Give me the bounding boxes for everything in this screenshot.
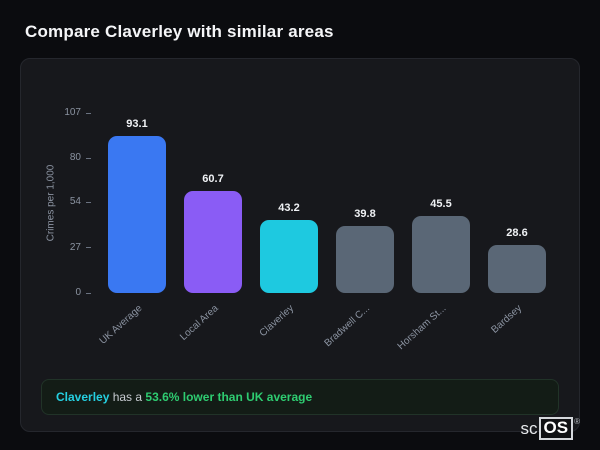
- y-axis-tick: 107: [64, 108, 91, 118]
- y-axis-tick: 27: [70, 242, 91, 253]
- bar-value-label: 39.8: [354, 208, 376, 221]
- scos-logo: sc OS ®: [521, 417, 580, 440]
- bar-value-label: 60.7: [202, 172, 224, 185]
- bar[interactable]: [488, 244, 546, 293]
- chart-card: Crimes per 1,000 107 80 54 27 0 93.1 UK Avera…: [20, 58, 580, 432]
- bar[interactable]: [260, 220, 318, 293]
- page-title: Compare Claverley with similar areas: [25, 22, 334, 41]
- bar-value-label: 43.2: [278, 202, 300, 215]
- registered-mark: ®: [574, 417, 580, 426]
- bar-column: 93.1 UK Average: [97, 113, 166, 347]
- x-axis-label: UK Average: [97, 303, 145, 347]
- bar[interactable]: [336, 226, 394, 293]
- logo-box: OS: [538, 417, 574, 440]
- bar-column: 28.6 Bardsey: [488, 113, 546, 336]
- x-axis-label: Horsham St...: [395, 303, 449, 353]
- bar-value-label: 93.1: [126, 118, 148, 131]
- bar[interactable]: [108, 136, 166, 293]
- bar-column: 60.7 Local Area: [178, 113, 242, 343]
- note-middle-text: has a: [109, 390, 146, 404]
- bar-value-label: 28.6: [506, 226, 528, 239]
- x-axis-label: Bradwell C...: [322, 303, 373, 350]
- bar[interactable]: [412, 216, 470, 293]
- y-axis-tick: 54: [70, 197, 91, 207]
- y-axis-tick: 80: [70, 153, 91, 163]
- x-axis-label: Claverley: [258, 303, 297, 340]
- logo-prefix: sc: [520, 418, 538, 438]
- bar[interactable]: [184, 190, 242, 293]
- y-axis: 107 80 54 27 0: [21, 108, 91, 298]
- note-stat-text: 53.6% lower than UK average: [145, 390, 313, 404]
- bar-column: 43.2 Claverley: [258, 113, 318, 339]
- x-axis-label: Local Area: [177, 303, 221, 343]
- plot-area: 93.1 UK Average 60.7 Local Area 43.2 Claverle…: [97, 113, 555, 352]
- bar-column: 45.5 Horsham St...: [396, 113, 470, 352]
- bar-value-label: 45.5: [430, 198, 452, 211]
- y-axis-tick: 0: [75, 288, 91, 298]
- bar-column: 39.8 Bradwell C...: [323, 113, 394, 349]
- summary-note: Claverley has a 53.6% lower than UK aver…: [41, 379, 559, 415]
- x-axis-label: Bardsey: [489, 303, 525, 336]
- note-area-name: Claverley: [56, 390, 110, 404]
